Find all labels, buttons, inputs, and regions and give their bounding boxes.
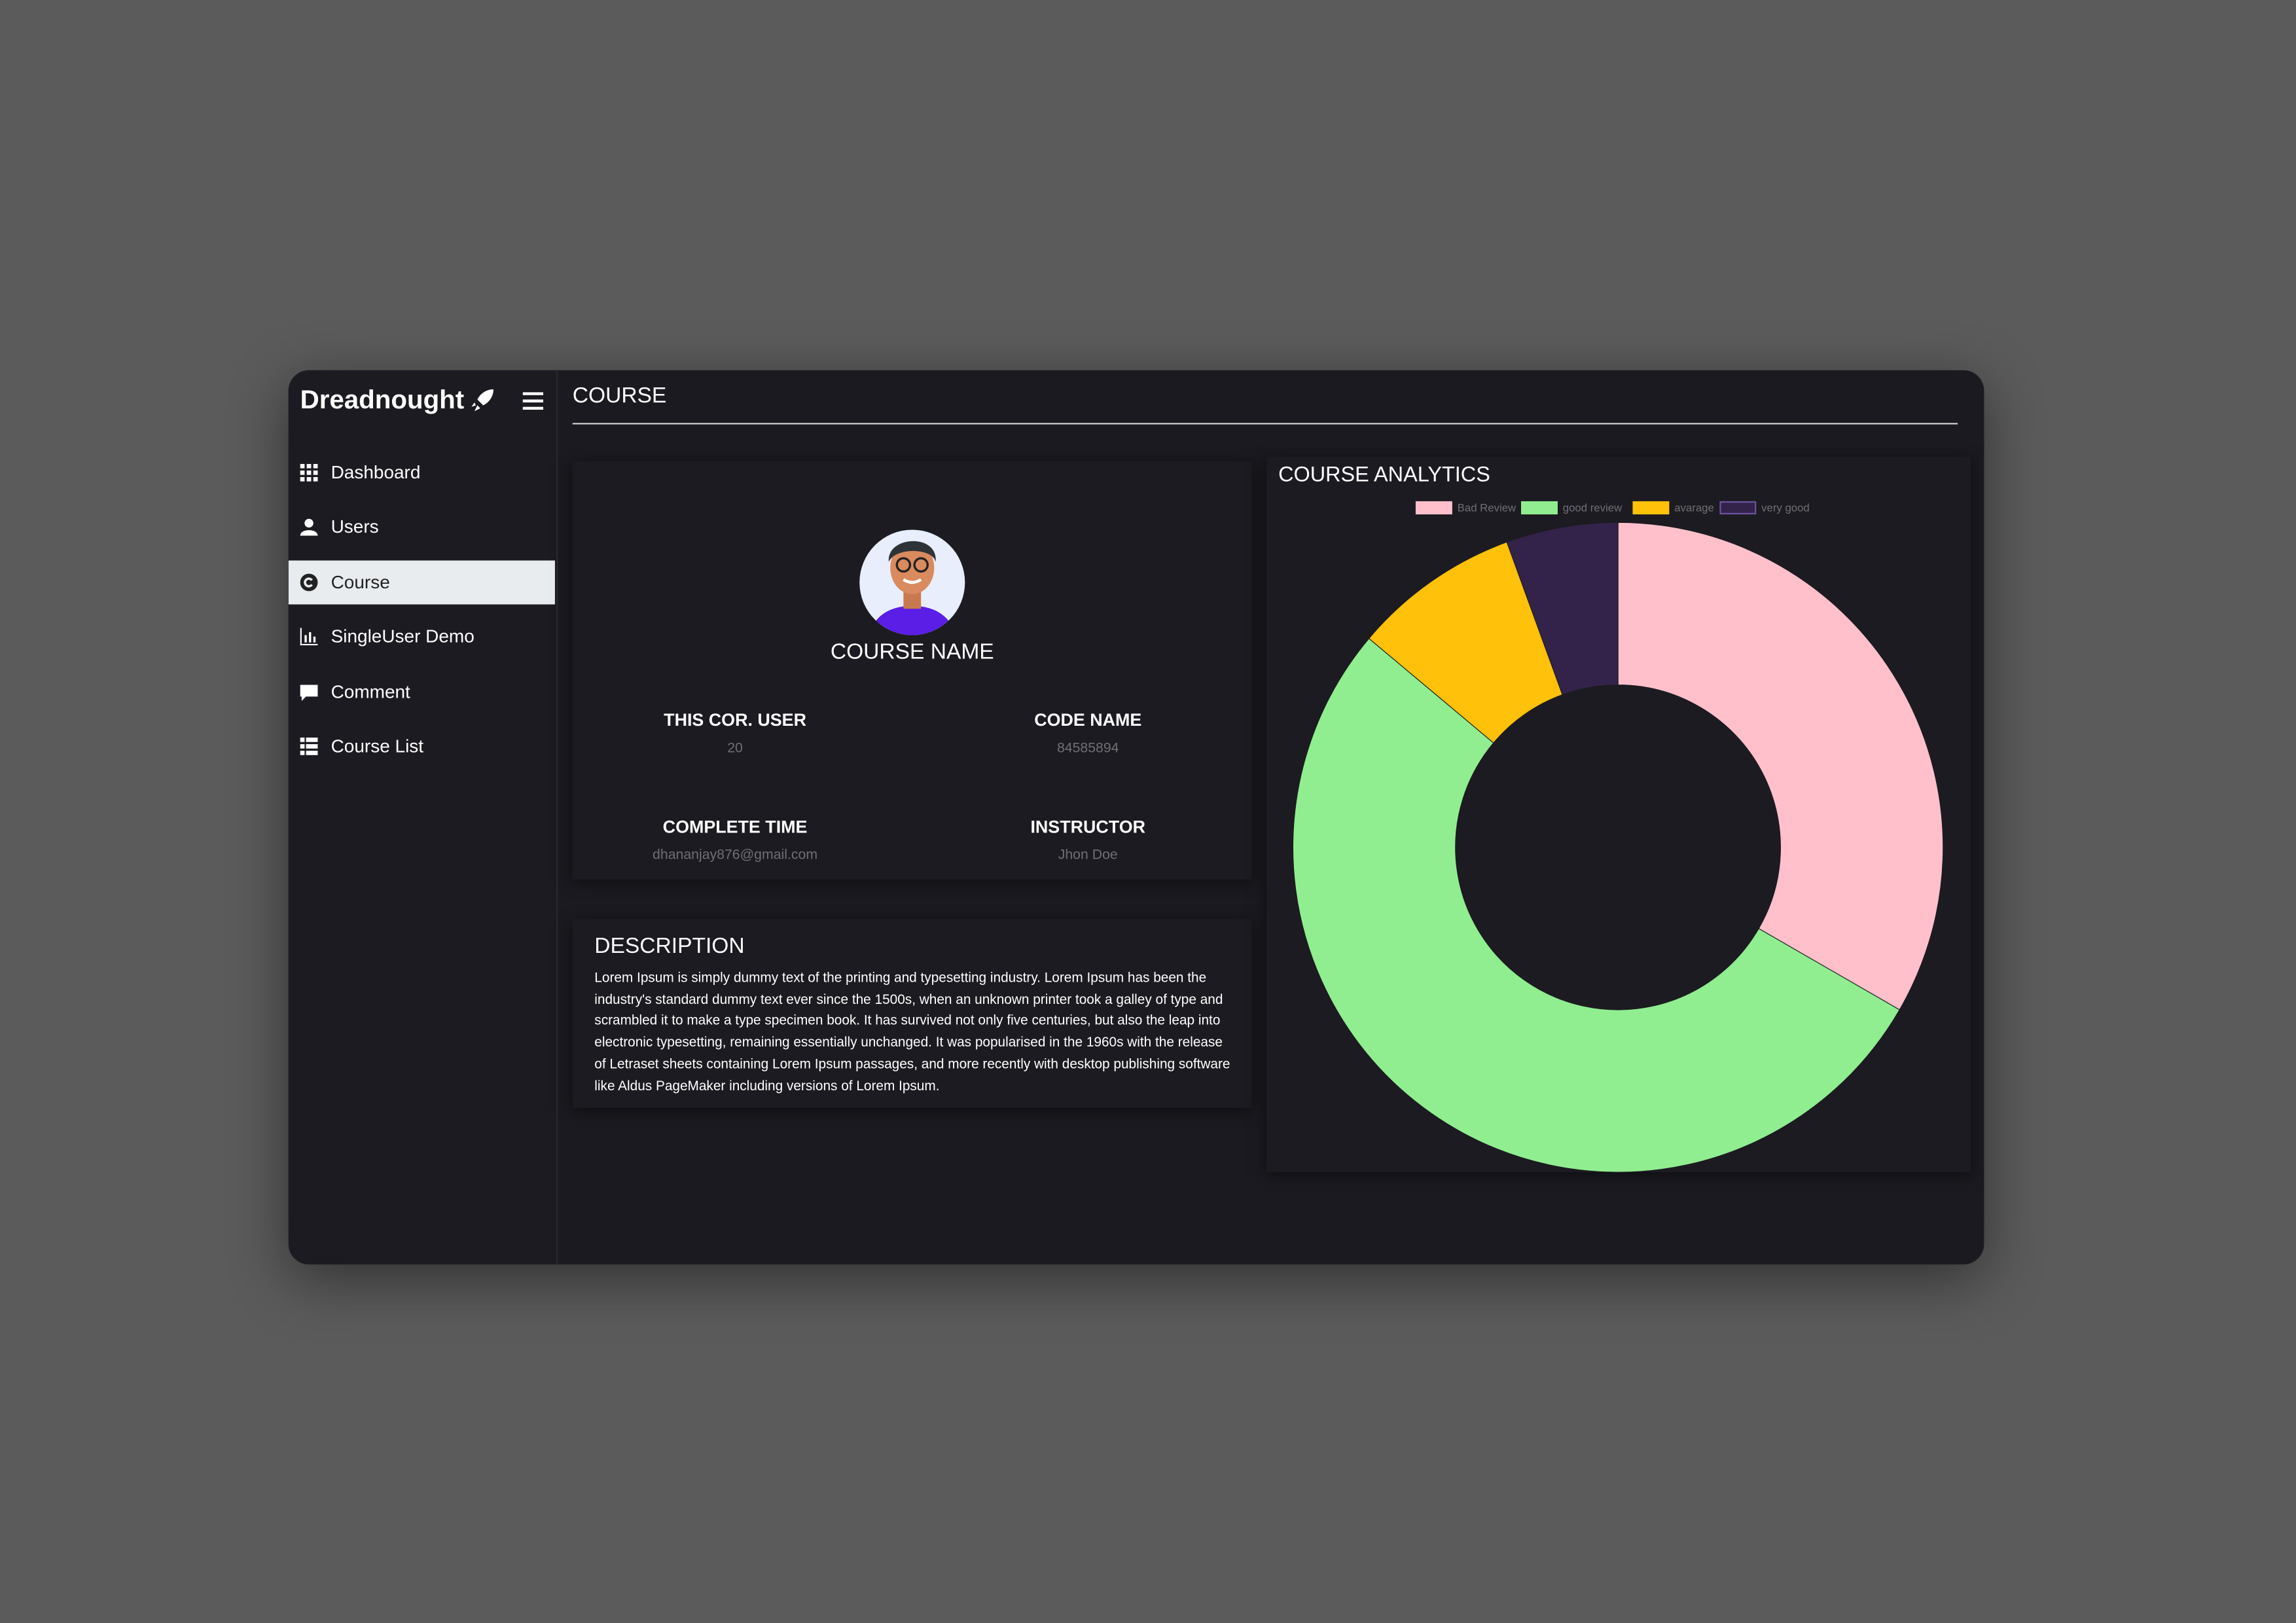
field-value: Jhon Doe — [1058, 847, 1118, 864]
description-card: DESCRIPTION Lorem Ipsum is simply dummy … — [572, 919, 1252, 1108]
icon — [300, 463, 318, 482]
rocket-icon — [471, 389, 493, 412]
legend-swatch — [1719, 501, 1757, 515]
nav-label: SingleUser Demo — [331, 626, 475, 647]
legend-label: very good — [1761, 502, 1810, 514]
header-rule — [572, 423, 1958, 425]
description-text: Lorem Ipsum is simply dummy text of the … — [594, 970, 1230, 1093]
nav-label: Course List — [331, 736, 424, 757]
doughnut-slice — [1617, 522, 1944, 1010]
nav-label: Comment — [331, 682, 410, 703]
doughnut-chart: COURSE ANALYTICS Bad Review good review av… — [1278, 462, 1944, 1173]
legend-swatch — [1632, 501, 1670, 515]
icon — [300, 738, 318, 755]
nav-item[interactable]: SingleUser Demo — [289, 615, 555, 658]
chart-title: COURSE ANALYTICS — [1278, 462, 1490, 486]
field-label: CODE NAME — [1034, 709, 1142, 730]
brand: Dreadnought — [300, 385, 495, 416]
course-name: COURSE NAME — [830, 639, 994, 665]
nav-item[interactable]: Users — [289, 505, 555, 548]
nav-item[interactable]: Dashboard — [289, 451, 555, 495]
legend-label: good review — [1563, 502, 1623, 514]
legend-swatch — [1415, 501, 1452, 515]
course-card: COURSE NAME THIS COR. USER 20 CODE NAME … — [572, 461, 1252, 880]
nav-label: Dashboard — [331, 462, 421, 483]
page-title: COURSE — [572, 383, 667, 408]
field-value: 84585894 — [1056, 740, 1119, 757]
avatar — [859, 529, 965, 635]
icon — [300, 685, 318, 702]
doughnut-slice — [1368, 541, 1563, 743]
analytics-card: COURSE ANALYTICS Bad Review good review av… — [1266, 456, 1971, 1173]
nav-item[interactable]: Course List — [289, 724, 555, 768]
description-title: DESCRIPTION — [594, 933, 745, 959]
nav-item[interactable]: Course — [288, 560, 555, 605]
menu-toggle[interactable] — [522, 392, 544, 410]
field-label: THIS COR. USER — [664, 709, 806, 730]
brand-name: Dreadnought — [300, 385, 465, 414]
icon — [300, 573, 318, 592]
doughnut-slice — [1506, 522, 1619, 696]
nav-label: Users — [331, 516, 379, 537]
app-window: Dreadnought Dashboard Users Course Singl… — [288, 370, 1984, 1265]
legend-label: Bad Review — [1458, 502, 1516, 514]
nav-label: Course — [331, 572, 390, 593]
sidebar: Dreadnought Dashboard Users Course Singl… — [288, 370, 558, 1265]
icon — [300, 518, 318, 536]
nav-item[interactable]: Comment — [289, 670, 555, 714]
legend-swatch — [1521, 501, 1558, 515]
field-label: COMPLETE TIME — [662, 816, 808, 838]
icon — [300, 628, 318, 646]
legend-label: avarage — [1674, 502, 1714, 514]
doughnut-slice — [1292, 637, 1900, 1173]
field-value: dhananjay876@gmail.com — [653, 847, 818, 864]
field-value: 20 — [727, 740, 743, 757]
field-label: INSTRUCTOR — [1030, 816, 1145, 838]
